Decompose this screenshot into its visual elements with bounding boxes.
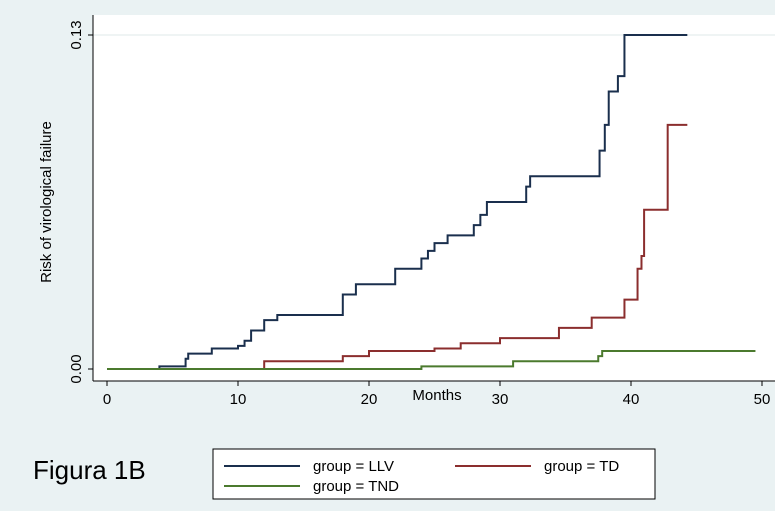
y-tick-label: 0.00: [68, 354, 85, 383]
x-ticks: 0 10 20 30 40 50: [103, 381, 771, 408]
series-td: [107, 123, 688, 370]
x-tick-label: 10: [230, 391, 247, 408]
legend-label-td: group = TD: [544, 458, 619, 475]
y-axis-label: Risk of virological failure: [38, 121, 55, 283]
figure-label: Figura 1B: [33, 455, 146, 485]
legend-box: [212, 448, 656, 500]
x-tick-label: 0: [103, 391, 111, 408]
y-tick-label: 0.13: [68, 20, 85, 49]
legend: group = LLV group = TD group = TND: [212, 448, 656, 500]
series-lines: [107, 34, 756, 370]
legend-label-tnd: group = TND: [313, 478, 399, 495]
y-ticks: 0.00 0.13: [68, 20, 93, 384]
x-axis-label: Months: [412, 387, 461, 404]
series-llv: [107, 34, 688, 370]
legend-label-llv: group = LLV: [313, 458, 394, 475]
x-tick-label: 50: [754, 391, 771, 408]
x-tick-label: 30: [492, 391, 509, 408]
plot-area: [93, 15, 775, 381]
x-tick-label: 40: [623, 391, 640, 408]
x-tick-label: 20: [361, 391, 378, 408]
series-tnd: [107, 350, 756, 370]
